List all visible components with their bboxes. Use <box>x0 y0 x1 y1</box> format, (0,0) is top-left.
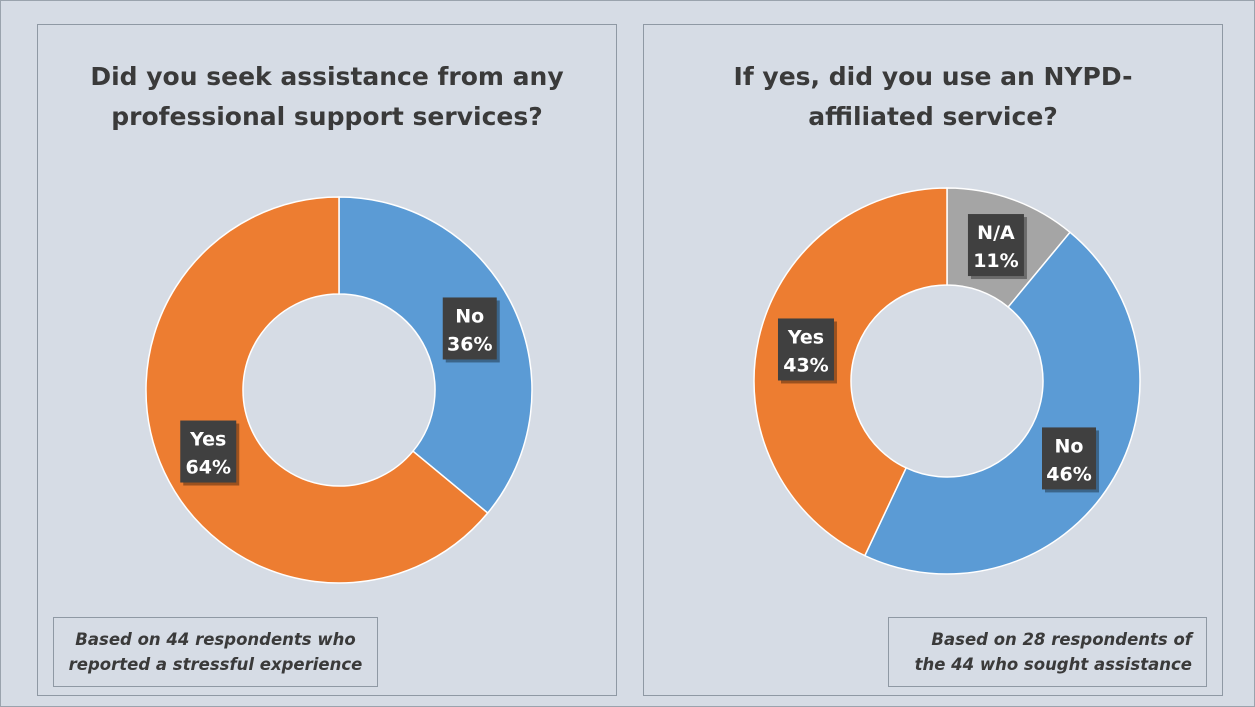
chart-title: If yes, did you use an NYPD- affiliated … <box>733 62 1133 131</box>
data-label-no: No 46% <box>1042 427 1100 493</box>
data-label-value: 64% <box>186 457 231 479</box>
donut-slice-yes <box>145 196 489 584</box>
data-label-value: 46% <box>1046 463 1091 485</box>
data-label-category: Yes <box>189 429 226 451</box>
data-label-category: No <box>455 305 484 327</box>
chart-note: Based on 28 respondents of the 44 who so… <box>888 617 1207 687</box>
data-label-category: N/A <box>977 222 1015 244</box>
chart-panel-nypd: If yes, did you use an NYPD- affiliated … <box>643 24 1223 696</box>
data-label-n-a: N/A 11% <box>967 214 1027 280</box>
chart-title: Did you seek assistance from any profess… <box>90 62 564 131</box>
donut-chart-nypd: N/A 11% No 46% Yes 43% <box>753 187 1141 575</box>
data-label-value: 11% <box>973 250 1018 272</box>
chart-note: Based on 44 respondents who reported a s… <box>53 617 378 687</box>
data-label-yes: Yes 64% <box>180 420 240 486</box>
chart-panel-assistance: Did you seek assistance from any profess… <box>37 24 617 696</box>
donut-slice-yes <box>753 187 948 557</box>
donut-chart-assistance: No 36% Yes 64% <box>145 196 533 584</box>
data-label-no: No 36% <box>442 297 500 363</box>
donut-slice-no <box>338 196 533 515</box>
data-label-value: 36% <box>447 333 492 355</box>
data-label-category: No <box>1055 435 1084 457</box>
data-label-category: Yes <box>787 326 824 348</box>
data-label-value: 43% <box>783 354 828 376</box>
data-label-yes: Yes 43% <box>777 318 837 384</box>
